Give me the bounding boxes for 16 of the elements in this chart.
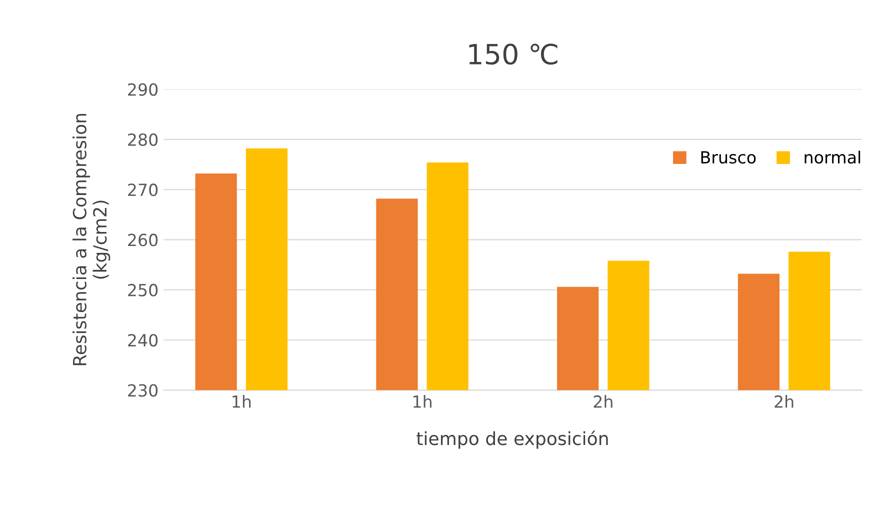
y-tick-label: 260	[128, 234, 158, 246]
y-tick-label: 240	[128, 334, 158, 347]
chart-title: 150 ℃	[469, 44, 558, 65]
y-axis-title: Resistencia a la Compresion (kg/cm2)	[72, 114, 110, 366]
x-tick-label: 1h	[232, 395, 251, 408]
y-tick-label: 270	[128, 184, 158, 196]
x-axis-title: tiempo de exposición	[416, 430, 608, 449]
legend-label: Brusco	[701, 151, 756, 164]
y-tick-label: 230	[128, 384, 158, 397]
x-tick-label: 2h	[774, 395, 794, 408]
legend-label: normal	[804, 150, 860, 164]
x-tick-label: 1h	[414, 395, 432, 408]
x-tick-label: 2h	[594, 395, 612, 408]
y-tick-label: 290	[128, 83, 158, 96]
y-tick-label: 280	[128, 133, 158, 146]
y-tick-label: 250	[128, 284, 158, 296]
